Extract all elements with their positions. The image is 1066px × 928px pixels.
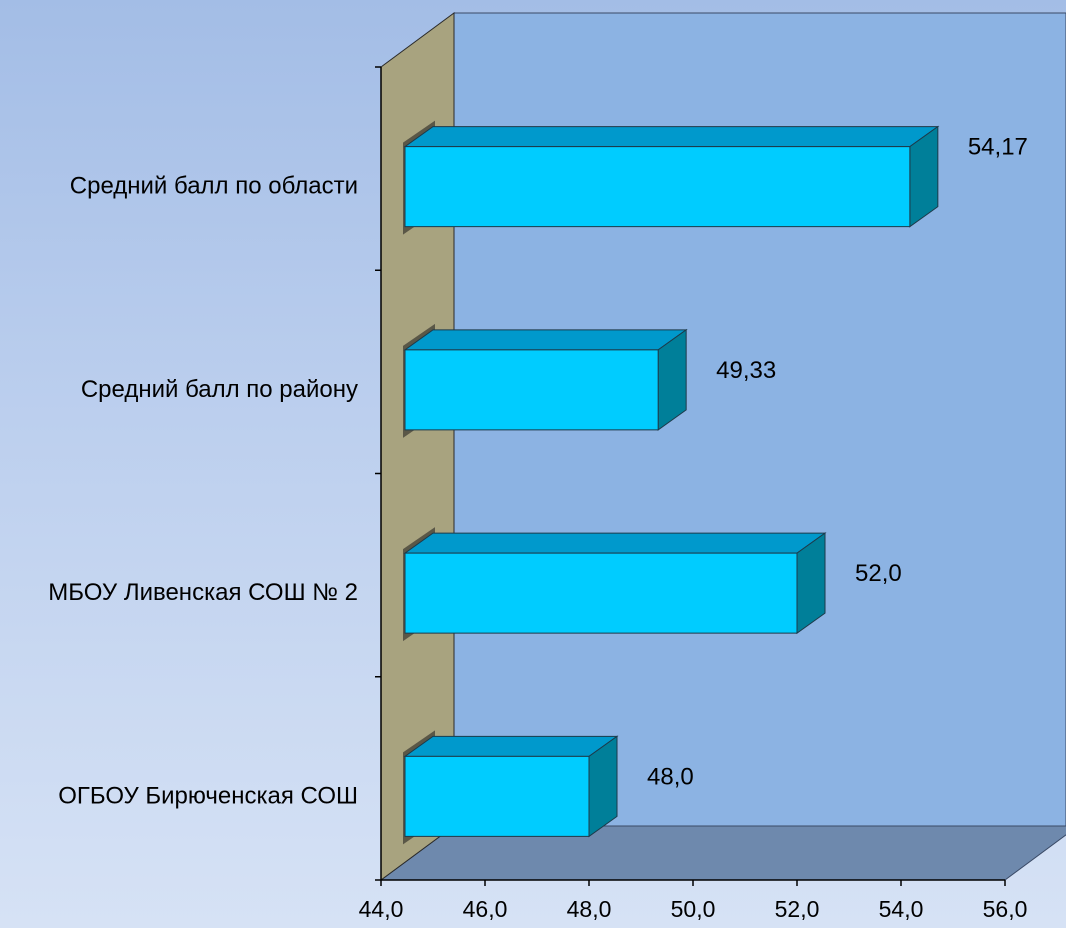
category-label: ОГБОУ Бирюченская СОШ (58, 782, 358, 809)
bar-data-label: 52,0 (855, 560, 902, 587)
x-tick-label: 44,0 (359, 896, 404, 922)
bar-top-face (403, 532, 827, 554)
x-tick-label: 54,0 (879, 896, 924, 922)
chart-bars (403, 120, 940, 845)
category-label: Средний балл по району (81, 376, 358, 403)
bar-top-face (403, 126, 940, 148)
x-tick-label: 56,0 (983, 896, 1028, 922)
bar-top-face (403, 329, 688, 351)
x-tick-label: 52,0 (775, 896, 820, 922)
bar-data-label: 54,17 (968, 134, 1028, 161)
bar (403, 527, 827, 642)
x-tick-label: 48,0 (567, 896, 612, 922)
bar-data-label: 49,33 (716, 357, 776, 384)
bar-front-face (404, 755, 590, 837)
bar-data-label: 48,0 (647, 763, 694, 790)
bar-front-face (404, 349, 659, 431)
bar-front-face (404, 146, 911, 228)
bar-front-face (404, 552, 798, 634)
bar-top-face (403, 735, 619, 757)
category-label: МБОУ Ливенская СОШ № 2 (48, 579, 358, 606)
category-label: Средний балл по области (70, 173, 358, 200)
bar (403, 323, 688, 438)
x-tick-label: 50,0 (671, 896, 716, 922)
x-tick-label: 46,0 (463, 896, 508, 922)
chart-labels: 44,0 46,0 48,0 50,0 52,0 54,0 56,0 54,17 Средний… (48, 134, 1028, 922)
bar (403, 120, 940, 235)
bar (403, 730, 619, 845)
chart-axes (375, 66, 1006, 886)
